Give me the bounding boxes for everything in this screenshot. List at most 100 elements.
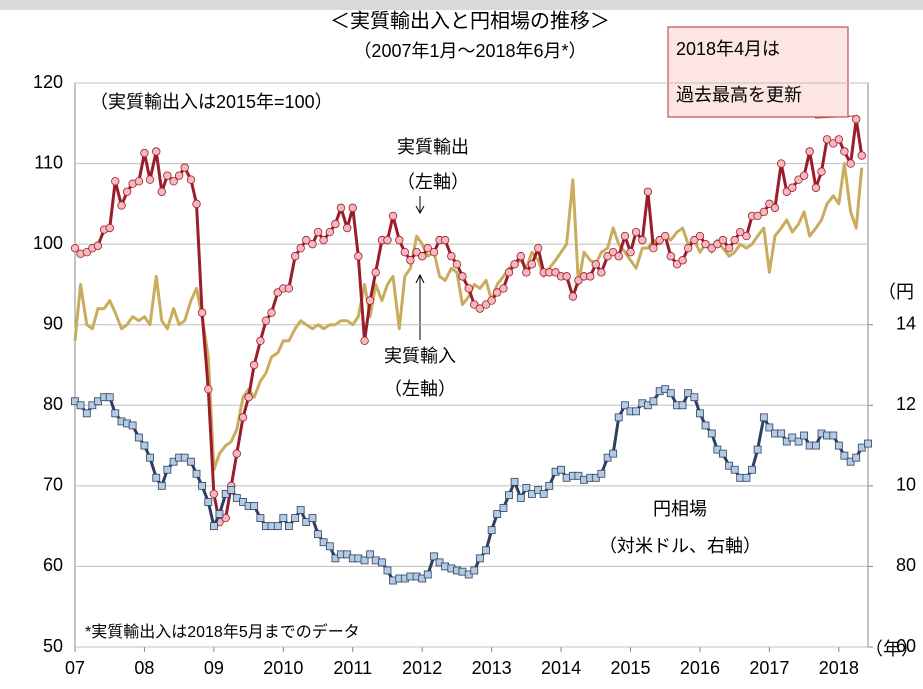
point [94, 397, 102, 406]
point [325, 542, 334, 551]
point [134, 433, 143, 442]
point [528, 490, 536, 498]
series-label: 円相場 [653, 499, 707, 519]
point [423, 243, 432, 253]
point [447, 252, 456, 261]
point [649, 397, 658, 406]
point [718, 449, 727, 458]
series-label: 実質輸入 [384, 346, 456, 366]
point [574, 471, 583, 480]
point [713, 445, 722, 454]
point [655, 235, 664, 245]
point [336, 203, 346, 213]
point [169, 457, 178, 466]
point [568, 292, 578, 301]
chart-subtitle: （2007年1月～2018年6月*） [353, 41, 586, 61]
point [539, 490, 548, 498]
point [632, 407, 640, 416]
point [765, 199, 774, 209]
point [366, 550, 375, 559]
point [718, 235, 728, 245]
point [458, 272, 467, 281]
point [800, 431, 809, 440]
point [360, 336, 369, 346]
point [695, 231, 705, 241]
point [586, 272, 595, 281]
point [284, 522, 293, 531]
point [70, 243, 80, 253]
point [239, 498, 247, 506]
point [487, 296, 496, 305]
y-tick-label: 80 [43, 394, 63, 414]
point [522, 483, 531, 492]
point [516, 252, 526, 261]
point [840, 451, 849, 460]
point [765, 423, 774, 432]
x-tick-label: 08 [134, 658, 154, 678]
point [724, 243, 734, 253]
point [557, 465, 565, 474]
chart-title: ＜実質輸出入と円相場の推移＞ [330, 9, 610, 32]
point [678, 256, 687, 265]
point [609, 449, 618, 458]
point [204, 384, 213, 394]
point [186, 175, 196, 184]
point [475, 304, 485, 313]
point [82, 409, 91, 418]
point [499, 284, 508, 293]
point [238, 413, 248, 422]
x-tick-label: 2014 [541, 658, 581, 678]
point [180, 163, 189, 172]
x-tick-label: 2015 [610, 658, 650, 678]
point [748, 465, 756, 474]
point [482, 546, 490, 555]
point [331, 219, 340, 229]
point [267, 308, 276, 317]
point [725, 461, 734, 470]
point [128, 421, 137, 430]
point [256, 336, 265, 346]
point [533, 243, 543, 253]
point [470, 300, 479, 309]
point [499, 504, 508, 512]
point [111, 409, 120, 418]
point [157, 481, 166, 490]
y-tick-label: 110 [34, 152, 63, 172]
point [105, 223, 114, 233]
point [574, 276, 583, 285]
point [777, 429, 786, 438]
point [140, 148, 149, 158]
point [146, 453, 154, 462]
point [71, 397, 79, 406]
point [163, 465, 172, 474]
plot-frame [74, 82, 869, 648]
point [591, 473, 600, 482]
point [678, 401, 687, 410]
point [510, 477, 519, 486]
point [215, 510, 224, 518]
point [638, 235, 647, 245]
point [829, 431, 838, 440]
point [527, 260, 537, 269]
point [157, 187, 166, 196]
point [388, 211, 398, 221]
point [690, 393, 699, 402]
point [516, 494, 525, 502]
point [864, 439, 872, 448]
point [846, 159, 855, 168]
point [597, 268, 606, 277]
point [395, 235, 404, 245]
y-tick-label: 120 [33, 72, 63, 92]
point [174, 171, 184, 180]
point [701, 421, 710, 430]
point [759, 413, 768, 422]
annotation-text: 2018年4月は [676, 39, 780, 59]
point [672, 260, 682, 269]
x-tick-label: 2018 [819, 658, 859, 678]
point [701, 239, 710, 249]
point [209, 489, 219, 499]
point [591, 260, 600, 269]
point [805, 147, 814, 156]
point [770, 203, 780, 213]
point [534, 485, 543, 494]
